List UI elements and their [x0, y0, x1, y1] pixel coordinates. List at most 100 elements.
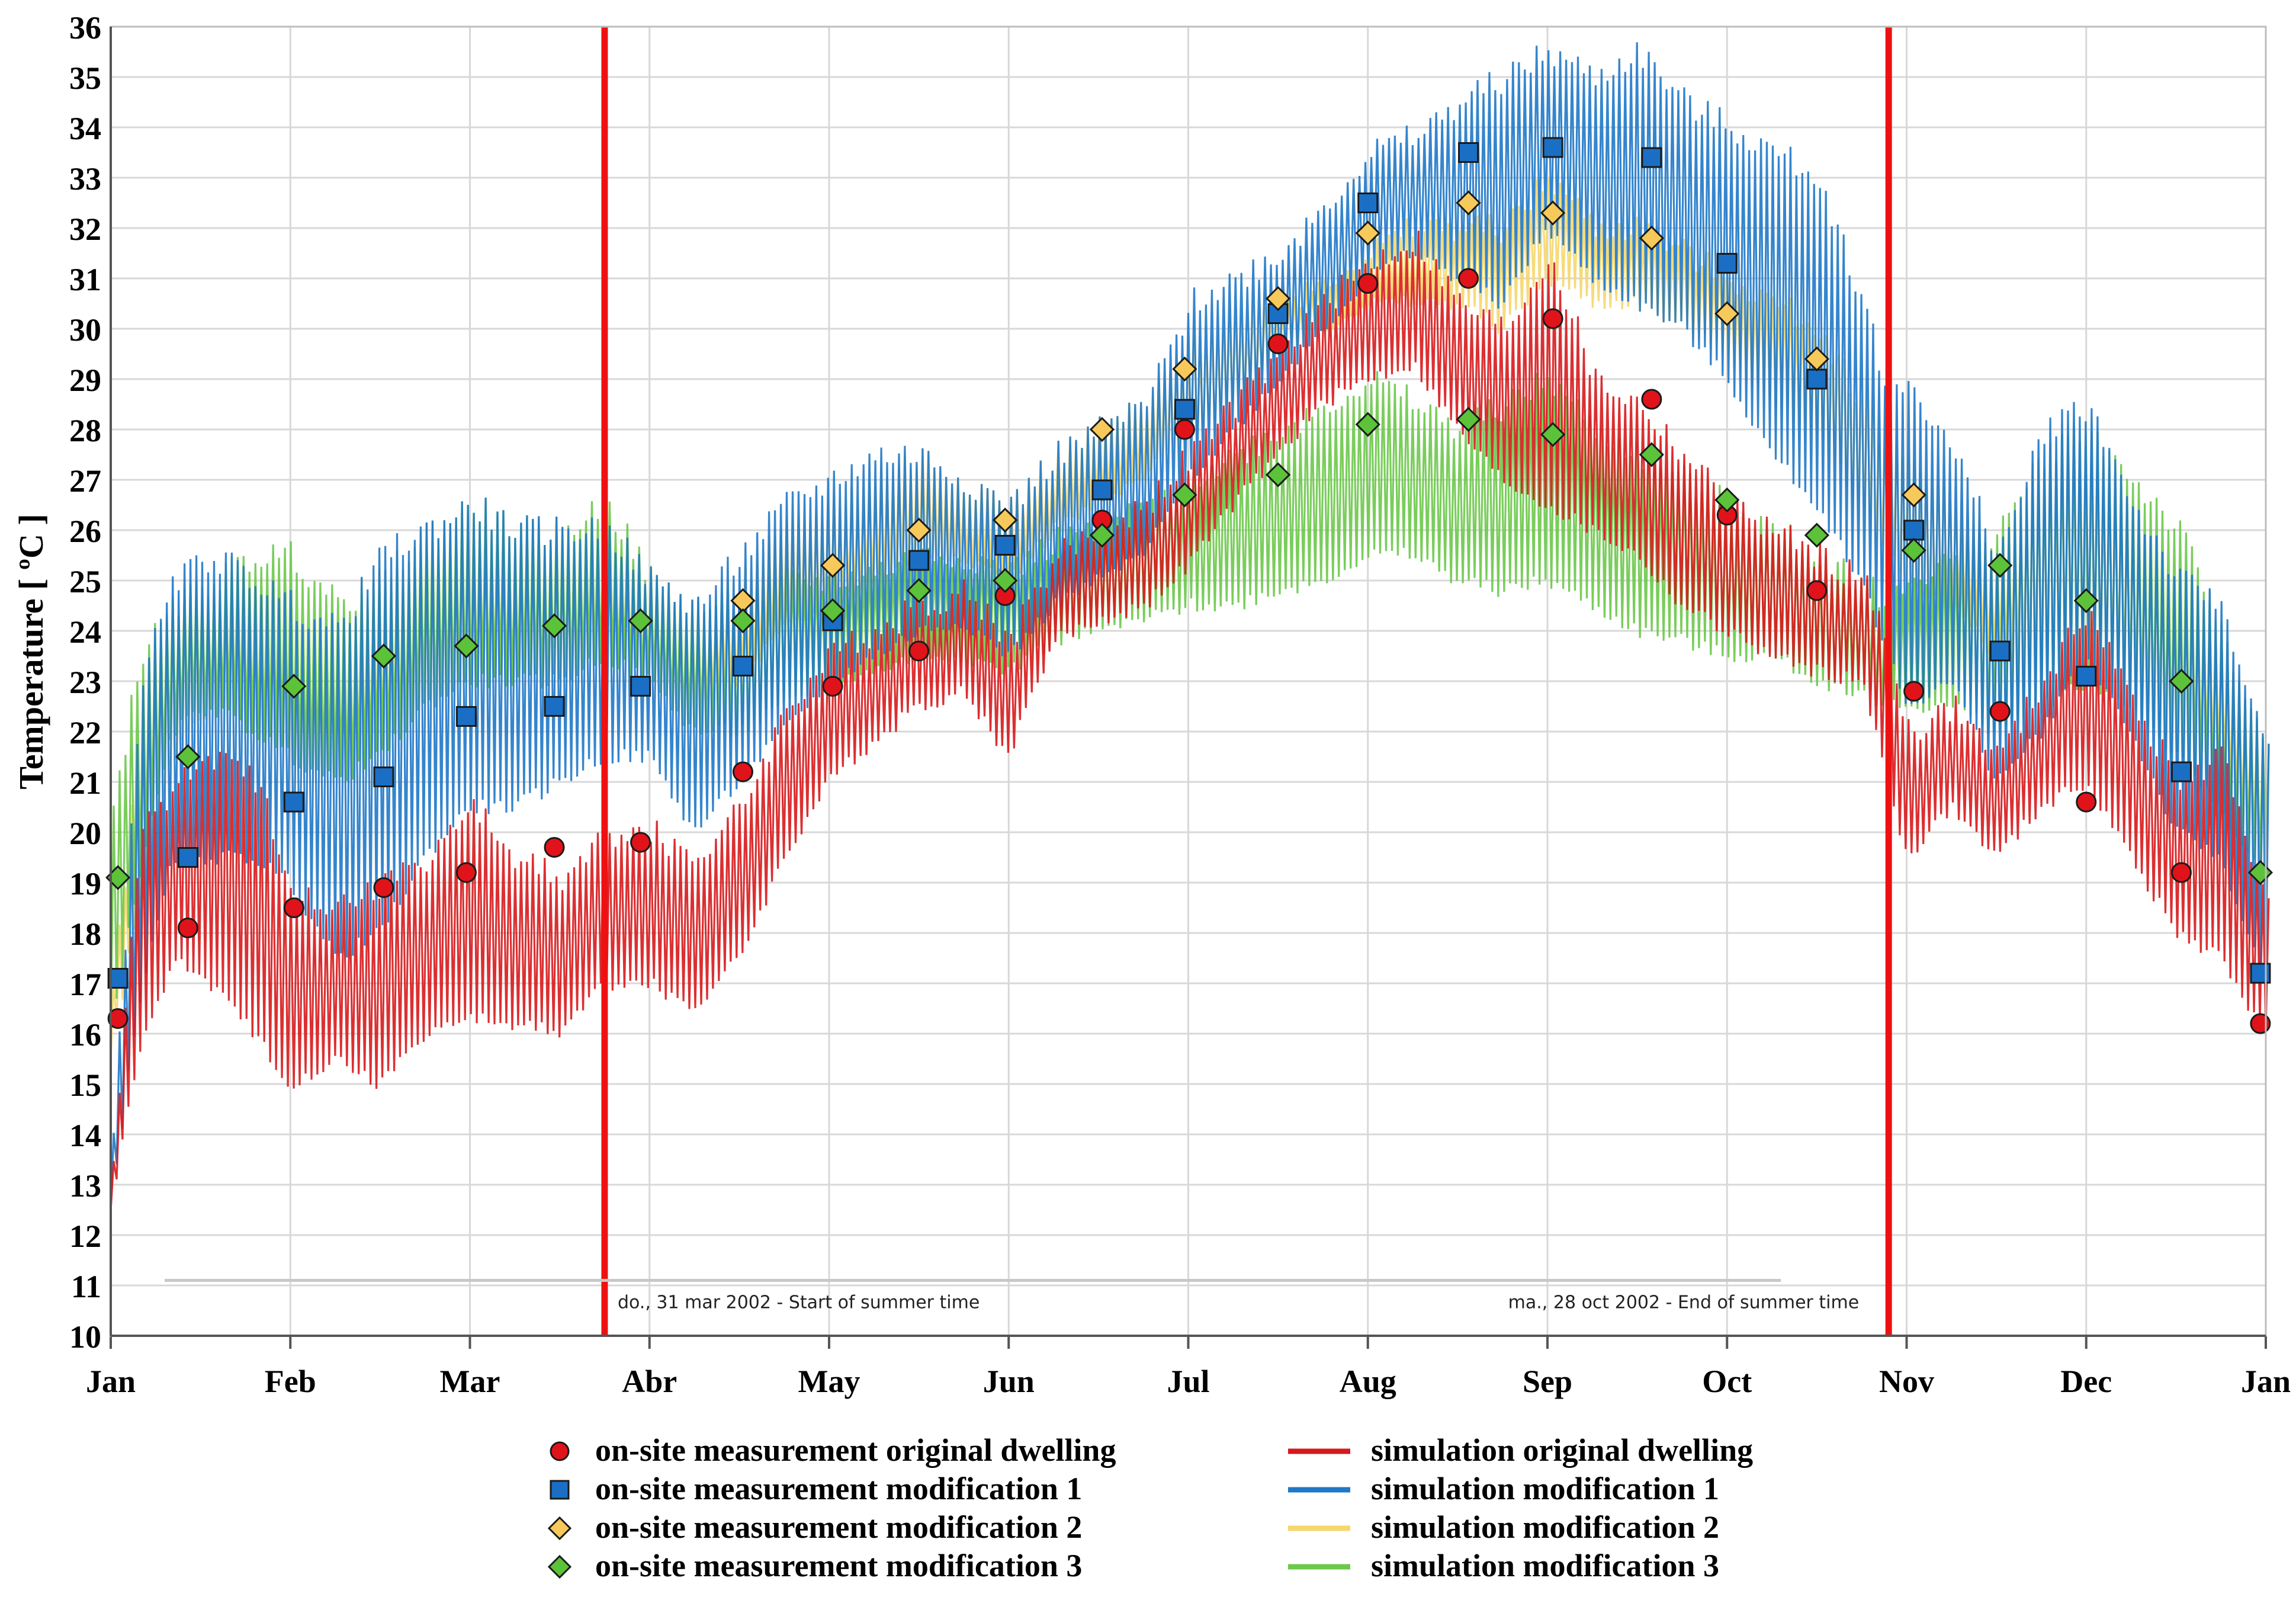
legend: on-site measurement original dwellingon-… [547, 1432, 1753, 1583]
y-tick-label: 17 [69, 967, 101, 1002]
marker-original [1267, 333, 1289, 354]
x-tick-label: Feb [265, 1364, 316, 1399]
marker-original [283, 897, 304, 918]
x-tick-label: Oct [1702, 1364, 1752, 1399]
y-tick-label: 11 [71, 1269, 101, 1304]
band-mod1 [110, 42, 2270, 1210]
marker-mod3 [1456, 406, 1481, 432]
marker-mod3 [1172, 482, 1197, 508]
legend-label: simulation modification 1 [1371, 1471, 1719, 1506]
marker-mod1 [1806, 368, 1828, 390]
marker-original [630, 832, 651, 853]
y-axis-label: Temperature [ ºC ] [12, 514, 50, 789]
marker-mod2 [1172, 356, 1197, 382]
y-tick-label: 33 [69, 161, 101, 197]
marker-original [2170, 862, 2192, 883]
measurement-markers [105, 137, 2273, 1034]
marker-mod2 [1901, 482, 1926, 508]
marker-original [732, 761, 753, 783]
marker-mod1 [1458, 142, 1479, 163]
marker-original [544, 837, 565, 858]
marker-mod3 [175, 744, 201, 769]
marker-mod1 [373, 767, 394, 787]
y-tick-label: 35 [69, 60, 101, 96]
marker-mod1 [1542, 137, 1563, 158]
marker-original [1989, 701, 2011, 722]
y-tick-label: 24 [69, 614, 101, 650]
x-tick-label: May [798, 1364, 860, 1399]
y-tick-label: 31 [69, 262, 101, 297]
x-tick-label: Nov [1879, 1364, 1934, 1399]
marker-mod3 [454, 633, 479, 659]
x-tick-label: Aug [1340, 1364, 1396, 1399]
marker-mod2 [1804, 346, 1829, 372]
marker-original [1641, 389, 1662, 410]
marker-original [373, 877, 394, 898]
marker-mod2 [1355, 220, 1380, 246]
legend-marker-diamond [547, 1516, 572, 1541]
marker-mod3 [993, 567, 1018, 594]
y-tick-label: 21 [69, 765, 101, 801]
marker-original [177, 918, 198, 938]
marker-mod3 [1987, 553, 2013, 578]
x-tick-label: Jan [2241, 1364, 2291, 1399]
marker-original [1806, 580, 1828, 601]
marker-mod3 [1266, 462, 1291, 488]
marker-mod1 [177, 847, 198, 868]
legend-marker-diamond [547, 1554, 572, 1579]
y-tick-label: 28 [69, 413, 101, 448]
x-tick-label: Jan [86, 1364, 136, 1399]
y-tick-label: 19 [69, 866, 101, 902]
marker-mod2 [906, 517, 932, 543]
x-tick-label: Mar [440, 1364, 500, 1399]
y-tick-label: 36 [69, 10, 101, 46]
marker-mod1 [1357, 193, 1379, 213]
marker-mod1 [544, 696, 565, 717]
annotation-text: do., 31 mar 2002 - Start of summer time [618, 1292, 980, 1313]
legend-label: on-site measurement modification 3 [595, 1548, 1082, 1583]
y-tick-label: 10 [69, 1319, 101, 1355]
marker-mod1 [1641, 147, 1662, 168]
y-tick-label: 34 [69, 111, 101, 146]
x-tick-label: Dec [2060, 1364, 2112, 1399]
x-tick-label: Abr [622, 1364, 677, 1399]
legend-marker-circle [550, 1441, 570, 1461]
marker-mod2 [1639, 225, 1665, 251]
marker-mod3 [2169, 668, 2194, 694]
summer-time-lines [601, 27, 1892, 1336]
marker-mod2 [1266, 286, 1291, 312]
marker-mod1 [1716, 253, 1738, 274]
marker-original [1174, 419, 1195, 440]
x-tick-label: Jul [1167, 1364, 1209, 1399]
marker-original [2076, 791, 2097, 813]
marker-mod3 [541, 613, 567, 639]
marker-mod1 [1091, 479, 1113, 501]
legend-label: on-site measurement modification 1 [595, 1471, 1082, 1506]
x-tick-label: Jun [983, 1364, 1035, 1399]
marker-mod1 [732, 656, 753, 676]
marker-mod3 [281, 674, 307, 699]
marker-mod3 [1355, 412, 1380, 437]
annotations: do., 31 mar 2002 - Start of summer time m… [164, 1279, 1859, 1313]
marker-mod2 [820, 553, 846, 578]
y-tick-label: 12 [69, 1218, 101, 1254]
y-tick-label: 26 [69, 514, 101, 549]
marker-mod3 [1901, 537, 1926, 563]
marker-mod3 [1639, 442, 1665, 467]
band-original [110, 230, 2270, 1211]
y-tick-label: 15 [69, 1067, 101, 1103]
y-tick-label: 27 [69, 463, 101, 499]
legend-marker-square [550, 1480, 570, 1500]
marker-mod3 [820, 598, 846, 624]
marker-mod3 [2073, 588, 2099, 614]
marker-mod1 [1903, 519, 1925, 541]
y-tick-label: 20 [69, 816, 101, 851]
marker-mod1 [2250, 963, 2271, 984]
marker-mod1 [1174, 399, 1195, 420]
marker-mod2 [1714, 301, 1740, 326]
marker-mod1 [2076, 666, 2097, 687]
legend-label: simulation modification 3 [1371, 1548, 1719, 1583]
marker-mod3 [906, 578, 932, 604]
marker-mod3 [1714, 487, 1740, 513]
